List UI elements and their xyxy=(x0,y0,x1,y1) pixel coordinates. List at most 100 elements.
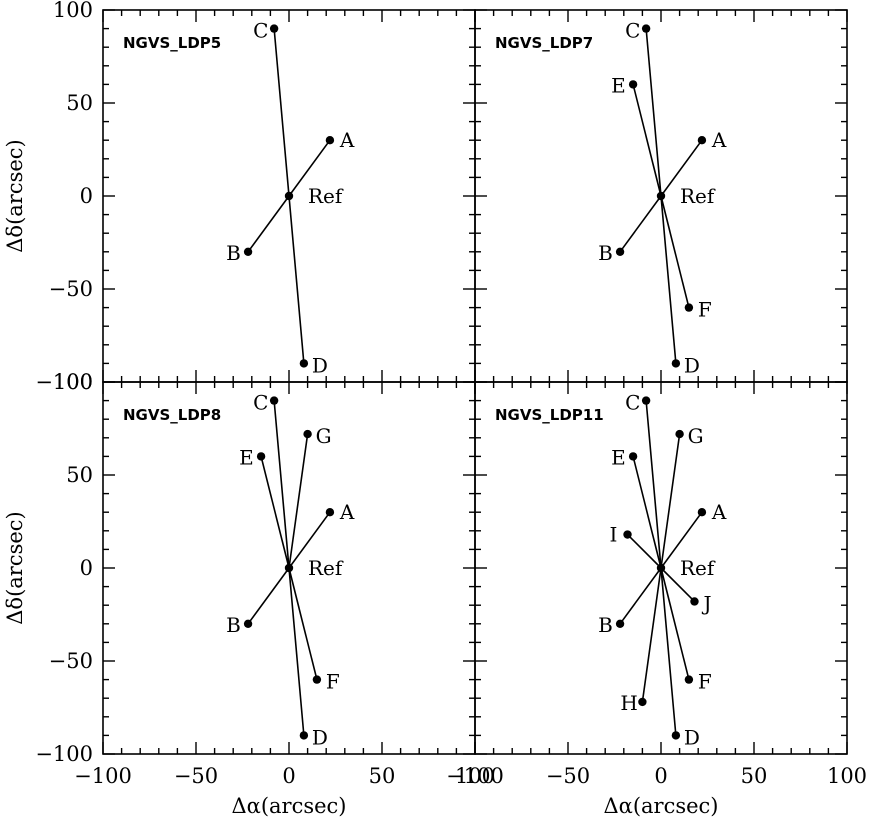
point-label-B: B xyxy=(226,613,241,637)
point-label-A: A xyxy=(339,128,355,152)
point-label-B: B xyxy=(226,241,241,265)
point-label-B: B xyxy=(598,613,613,637)
point-label-F: F xyxy=(698,670,712,694)
point-F xyxy=(684,303,694,312)
point-label-C: C xyxy=(253,19,268,43)
x-tick-label: −50 xyxy=(546,764,590,788)
point-B xyxy=(243,247,253,256)
y-tick-label: −50 xyxy=(49,649,93,673)
y-tick-label: 0 xyxy=(80,556,93,580)
y-tick-label: −50 xyxy=(49,277,93,301)
point-F xyxy=(312,675,322,684)
point-H xyxy=(638,697,647,707)
panel-2: A B C D E F Ref NGVS_LDP7 xyxy=(474,9,848,383)
panel-title: NGVS_LDP5 xyxy=(123,34,221,52)
spoke-C xyxy=(645,28,662,197)
spoke-B xyxy=(619,195,662,253)
spoke-D xyxy=(288,195,305,364)
point-D xyxy=(299,731,309,740)
point-E xyxy=(628,452,638,461)
y-tick-label: 50 xyxy=(66,463,93,487)
point-label-D: D xyxy=(684,353,700,377)
point-B xyxy=(615,247,625,256)
y-tick-label: 100 xyxy=(53,370,93,394)
reference-label: Ref xyxy=(680,184,716,208)
x-tick-label: 50 xyxy=(741,764,768,788)
reference-label: Ref xyxy=(308,184,344,208)
point-label-A: A xyxy=(711,500,727,524)
reference-point xyxy=(656,191,666,201)
spoke-G xyxy=(288,433,309,569)
point-F xyxy=(684,675,694,684)
spoke-C xyxy=(273,400,290,569)
point-C xyxy=(269,396,279,405)
x-tick-label: 100 xyxy=(455,764,495,788)
spoke-B xyxy=(247,195,290,253)
x-axis-title: Δα(arcsec) xyxy=(603,794,718,818)
y-tick-label: −100 xyxy=(35,370,93,394)
x-tick-label: 0 xyxy=(654,764,667,788)
point-label-C: C xyxy=(625,19,640,43)
point-A xyxy=(325,136,335,145)
spoke-D xyxy=(660,567,677,736)
point-label-E: E xyxy=(611,73,626,97)
x-tick-label: 50 xyxy=(369,764,396,788)
y-axis-title: Δδ(arcsec) xyxy=(3,511,27,624)
spoke-E xyxy=(632,456,662,569)
point-D xyxy=(671,731,681,740)
point-A xyxy=(325,508,335,517)
spoke-E xyxy=(632,84,662,197)
spoke-J xyxy=(660,567,696,603)
point-I xyxy=(623,530,632,539)
spoke-A xyxy=(288,139,331,197)
spoke-A xyxy=(660,139,703,197)
point-C xyxy=(269,24,279,33)
spoke-A xyxy=(288,511,331,569)
point-A xyxy=(697,508,707,517)
spoke-G xyxy=(660,433,681,569)
panel-title: NGVS_LDP7 xyxy=(495,34,593,52)
spoke-D xyxy=(288,567,305,736)
x-axis-title: Δα(arcsec) xyxy=(231,794,346,818)
point-label-F: F xyxy=(698,298,712,322)
point-label-B: B xyxy=(598,241,613,265)
reference-point xyxy=(656,563,666,573)
point-label-D: D xyxy=(684,725,700,749)
spoke-F xyxy=(660,195,690,308)
panel-title: NGVS_LDP8 xyxy=(123,406,221,424)
spoke-A xyxy=(660,511,703,569)
point-label-G: G xyxy=(316,424,332,448)
point-label-J: J xyxy=(701,591,711,615)
panel-1: A B C D Ref NGVS_LDP5 xyxy=(102,9,476,383)
point-label-G: G xyxy=(688,424,704,448)
point-B xyxy=(615,619,625,628)
y-tick-label: −100 xyxy=(35,742,93,766)
x-tick-label: −50 xyxy=(174,764,218,788)
reference-label: Ref xyxy=(308,556,344,580)
spoke-D xyxy=(660,195,677,364)
point-J xyxy=(690,597,699,606)
point-D xyxy=(299,359,309,368)
point-label-E: E xyxy=(239,445,254,469)
point-label-I: I xyxy=(610,523,618,547)
spoke-I xyxy=(626,533,662,569)
x-tick-label: 0 xyxy=(282,764,295,788)
spoke-B xyxy=(619,567,662,625)
point-B xyxy=(243,619,253,628)
x-tick-label: −100 xyxy=(74,764,132,788)
point-G xyxy=(303,429,312,439)
spoke-E xyxy=(260,456,290,569)
spoke-H xyxy=(641,567,662,703)
spoke-C xyxy=(273,28,290,197)
point-label-C: C xyxy=(253,391,268,415)
reference-point xyxy=(284,563,294,573)
point-G xyxy=(675,429,684,439)
point-label-D: D xyxy=(312,725,328,749)
panel-4: A B C D E F G H I J Ref NGVS_LDP11 xyxy=(474,381,848,755)
point-label-E: E xyxy=(611,445,626,469)
point-E xyxy=(256,452,266,461)
spoke-F xyxy=(660,567,690,680)
spoke-C xyxy=(645,400,662,569)
